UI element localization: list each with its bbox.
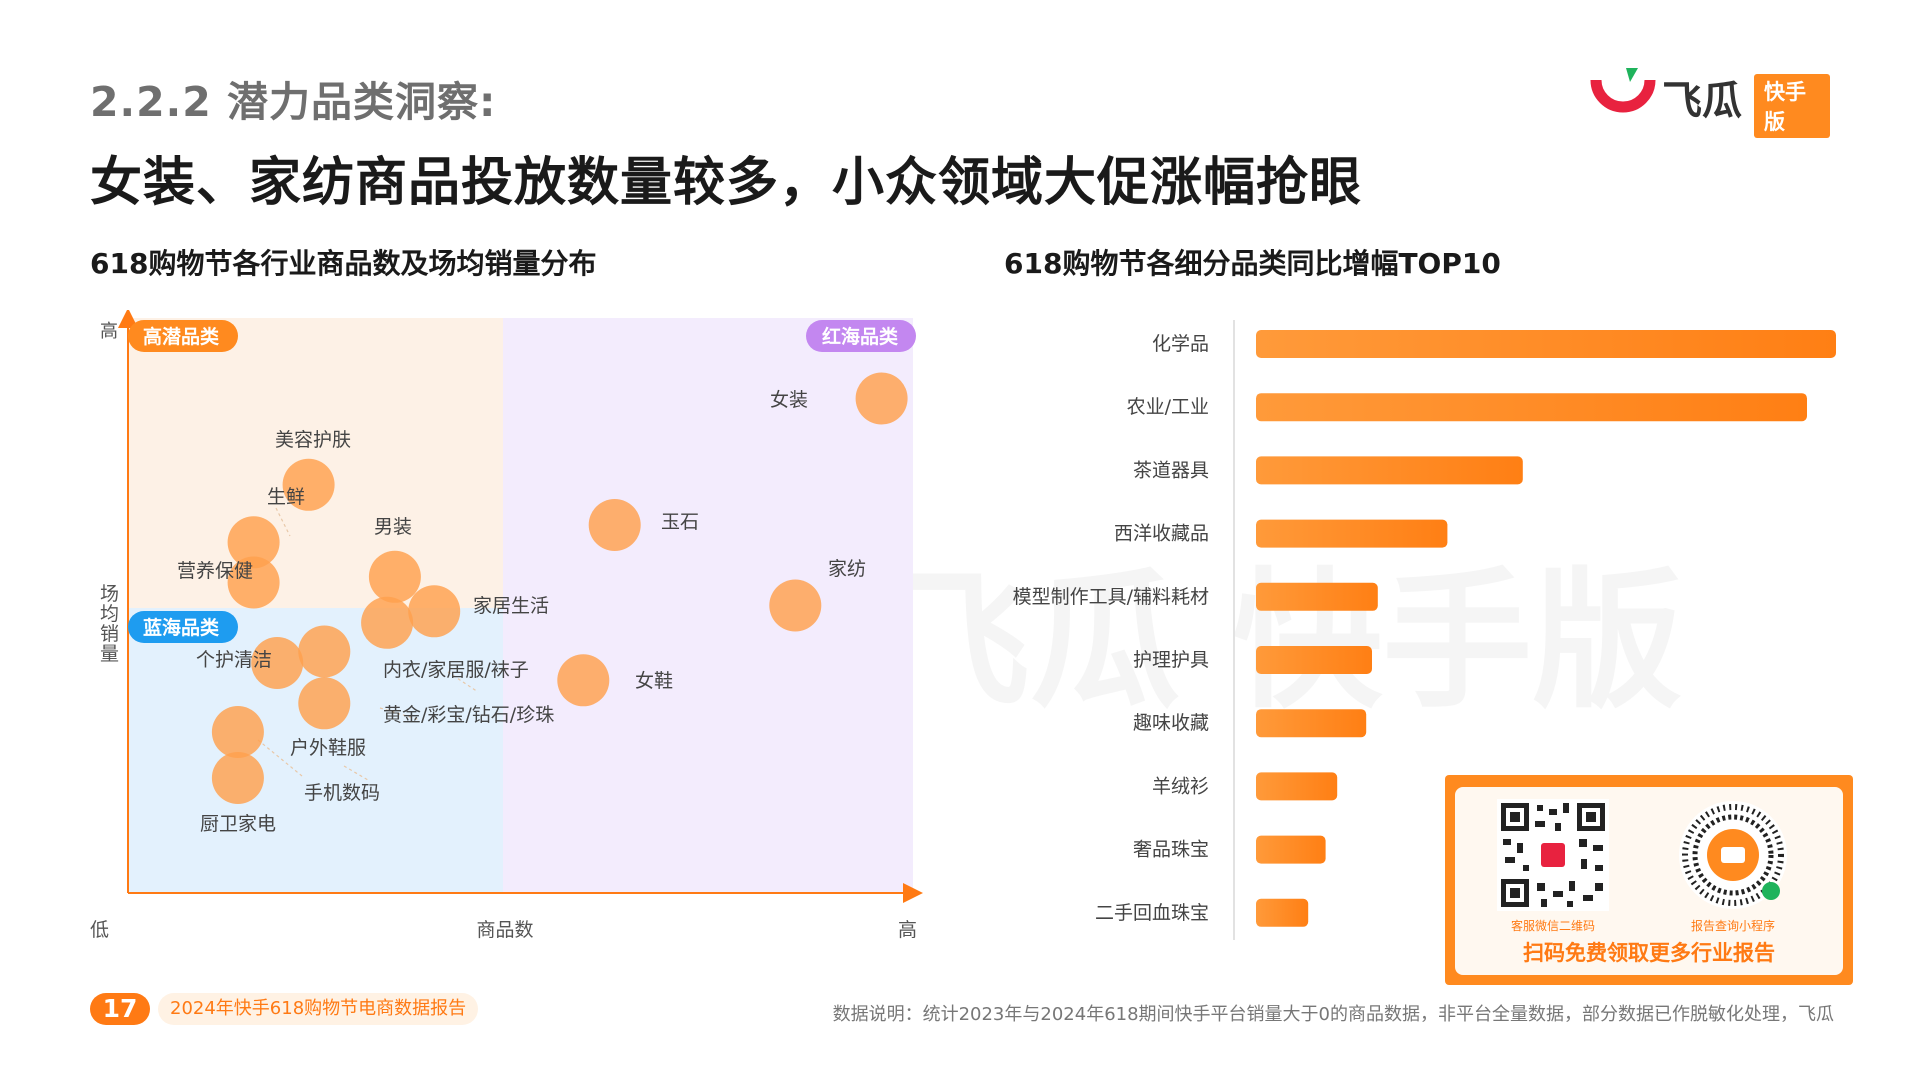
scatter-labels: 女装 美容护肤 生鲜 营养保健 男装 玉石 家纺 家居生活 内衣/家居服/袜子 … <box>177 389 866 835</box>
x-tick-low: 低 <box>90 919 109 941</box>
scatter-point-7 <box>408 585 461 638</box>
qr-cta-text[interactable]: 扫码免费领取更多行业报告 <box>1523 941 1775 965</box>
bar-chart-title: 618购物节各细分品类同比增幅TOP10 <box>1004 247 1501 280</box>
label-men-apparel: 男装 <box>374 516 412 538</box>
wechat-qr-caption: 客服微信二维码 <box>1510 919 1595 933</box>
red-ocean-badge-bg <box>806 320 916 352</box>
melon-logo-icon <box>1590 68 1656 113</box>
blue-ocean-badge-bg <box>128 611 238 643</box>
mini-program-caption: 报告查询小程序 <box>1690 919 1775 933</box>
bar-6 <box>1256 709 1367 738</box>
scatter-point-1 <box>282 458 335 511</box>
label-jade: 玉石 <box>661 511 699 533</box>
label-underwear: 内衣/家居服/袜子 <box>383 659 529 681</box>
bar-7 <box>1256 772 1338 801</box>
data-note: 数据说明：统计2023年与2024年618期间快手平台销量大于0的商品数据，非平… <box>832 1004 1834 1025</box>
bar-5 <box>1256 646 1372 674</box>
scatter-point-8 <box>361 596 414 649</box>
scatter-point-6 <box>769 579 822 632</box>
bar-9 <box>1256 898 1309 927</box>
y-axis-title: 场均销量 <box>100 583 119 665</box>
brand-logo: 飞瓜 快手版 <box>1590 64 1830 138</box>
scatter-point-13 <box>211 706 264 758</box>
scatter-point-2 <box>227 516 280 569</box>
scatter-point-12 <box>557 654 610 707</box>
wechat-qr-icon[interactable] <box>1497 799 1609 911</box>
section-title: 2.2.2 潜力品类洞察: <box>90 78 497 126</box>
label-outdoor: 户外鞋服 <box>290 737 366 759</box>
red-ocean-badge: 红海品类 <box>822 325 898 348</box>
label-beauty: 美容护肤 <box>275 429 351 451</box>
bar-label-9: 二手回血珠宝 <box>1095 902 1209 924</box>
bar-1 <box>1256 393 1807 422</box>
leader-lines <box>257 507 479 781</box>
label-jewelry: 黄金/彩宝/钻石/珍珠 <box>383 704 554 726</box>
label-women-shoes: 女鞋 <box>635 670 673 692</box>
scatter-point-5 <box>588 499 641 551</box>
bar-label-6: 趣味收藏 <box>1133 712 1209 734</box>
label-home-textile: 家纺 <box>828 558 866 580</box>
bar-label-0: 化学品 <box>1152 333 1209 355</box>
bar-4 <box>1256 582 1378 611</box>
page-number: 17 <box>90 993 150 1025</box>
red-ocean-quadrant <box>503 318 913 893</box>
scatter-point-11 <box>298 677 351 730</box>
blue-ocean-badge: 蓝海品类 <box>143 616 219 639</box>
mini-program-code-icon[interactable] <box>1677 799 1789 911</box>
bar-8 <box>1256 835 1326 864</box>
label-women-apparel: 女装 <box>770 389 808 411</box>
bar-label-8: 奢品珠宝 <box>1133 839 1209 861</box>
bar-0 <box>1256 330 1836 358</box>
bar-label-5: 护理护具 <box>1133 649 1209 671</box>
label-personal-care: 个护清洁 <box>196 649 272 671</box>
bar-chart: 化学品农业/工业茶道器具西洋收藏品模型制作工具/辅料耗材护理护具趣味收藏羊绒衫奢… <box>1013 320 1836 940</box>
report-name: 2024年快手618购物节电商数据报告 <box>158 993 479 1025</box>
bar-3 <box>1256 519 1448 548</box>
label-health: 营养保健 <box>177 560 253 582</box>
scatter-point-9 <box>251 637 304 689</box>
label-fresh-food: 生鲜 <box>267 486 305 508</box>
label-phones: 手机数码 <box>304 782 380 804</box>
bar-label-1: 农业/工业 <box>1127 396 1209 418</box>
bar-label-4: 模型制作工具/辅料耗材 <box>1013 586 1209 608</box>
scatter-point-3 <box>227 556 280 609</box>
scatter-point-10 <box>298 625 351 678</box>
scatter-point-0 <box>855 372 908 425</box>
label-kitchen: 厨卫家电 <box>200 813 276 835</box>
scatter-point-4 <box>368 550 421 603</box>
bar-series: 化学品农业/工业茶道器具西洋收藏品模型制作工具/辅料耗材护理护具趣味收藏羊绒衫奢… <box>1013 330 1836 927</box>
bar-label-2: 茶道器具 <box>1133 459 1209 481</box>
high-potential-badge-bg <box>128 320 238 352</box>
scatter-chart: 高潜品类 红海品类 蓝海品类 高 低 高 商品数 场均销量 女装 美容护肤 生鲜… <box>90 310 923 941</box>
high-potential-badge: 高潜品类 <box>143 325 219 348</box>
scatter-title: 618购物节各行业商品数及场均销量分布 <box>90 247 597 280</box>
bar-label-7: 羊绒衫 <box>1152 775 1209 797</box>
x-tick-high: 高 <box>898 919 917 941</box>
scatter-points <box>211 372 908 804</box>
brand-tag: 快手版 <box>1754 74 1830 138</box>
page-headline: 女装、家纺商品投放数量较多，小众领域大促涨幅抢眼 <box>90 153 1363 213</box>
x-axis-title: 商品数 <box>476 919 533 941</box>
bar-2 <box>1256 456 1523 485</box>
scatter-point-14 <box>211 752 264 804</box>
brand-name: 飞瓜 <box>1662 78 1742 124</box>
qr-promo-panel[interactable]: 客服微信二维码 报告查询小程序 扫码免费领取更多行业报告 <box>1445 775 1853 985</box>
bar-label-3: 西洋收藏品 <box>1114 523 1209 545</box>
label-home-living: 家居生活 <box>473 595 549 617</box>
y-tick-high: 高 <box>100 321 118 342</box>
